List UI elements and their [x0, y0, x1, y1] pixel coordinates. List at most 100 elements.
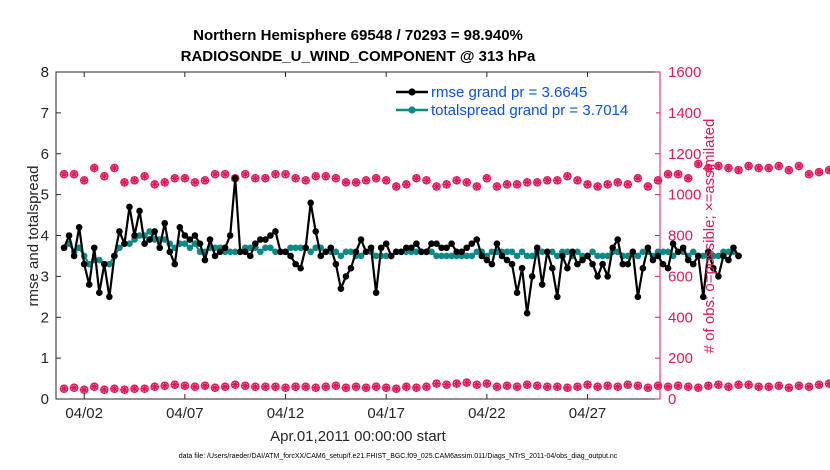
y-tick-label-right: 400	[668, 309, 693, 326]
rmse-point	[639, 264, 647, 272]
obs-assimilated-marker	[150, 382, 159, 391]
rmse-point	[357, 236, 365, 243]
obs-assimilated-marker	[402, 180, 411, 189]
obs-assimilated-marker	[130, 384, 139, 393]
totalspread-point	[262, 244, 269, 252]
totalspread-point	[267, 244, 274, 252]
totalspread-point	[715, 252, 722, 260]
totalspread-point	[382, 252, 390, 260]
totalspread-point	[503, 248, 511, 256]
obs-assimilated-marker	[69, 383, 79, 392]
obs-assimilated-marker	[371, 382, 381, 391]
obs-assimilated-marker	[341, 383, 351, 392]
rmse-point	[70, 252, 78, 260]
rmse-point	[65, 232, 73, 239]
rmse-point	[131, 232, 138, 239]
x-axis-label: Apr.01,2011 00:00:00 start	[270, 428, 447, 445]
obs-assimilated-marker	[321, 172, 330, 181]
obs-assimilated-marker	[694, 383, 703, 392]
rmse-point	[106, 293, 113, 301]
obs-assimilated-marker	[603, 180, 612, 189]
totalspread-point	[433, 252, 440, 260]
rmse-point	[367, 244, 375, 252]
rmse-point	[458, 248, 465, 256]
obs-assimilated-marker	[532, 381, 542, 390]
obs-assimilated-marker	[90, 163, 99, 173]
rmse-point	[428, 240, 435, 247]
obs-assimilated-marker	[59, 384, 69, 393]
totalspread-point	[548, 248, 556, 256]
obs-assimilated-marker	[271, 382, 280, 391]
obs-assimilated-marker	[79, 176, 89, 185]
rmse-point	[528, 273, 536, 280]
rmse-point	[488, 260, 496, 268]
totalspread-point	[287, 244, 294, 252]
totalspread-point	[116, 244, 123, 252]
totalspread-point	[292, 244, 299, 252]
rmse-point	[241, 248, 249, 256]
obs-assimilated-marker	[482, 379, 492, 388]
obs-assimilated-marker	[301, 176, 310, 185]
rmse-point	[186, 236, 194, 243]
totalspread-point	[106, 260, 113, 268]
obs-assimilated-marker	[422, 176, 431, 185]
totalspread-point	[372, 252, 380, 260]
totalspread-point	[297, 244, 304, 252]
rmse-point	[382, 240, 390, 247]
rmse-point	[387, 252, 395, 260]
rmse-point	[694, 252, 702, 260]
obs-assimilated-marker	[79, 385, 89, 395]
rmse-point	[176, 224, 184, 231]
obs-assimilated-marker	[452, 379, 461, 388]
obs-assimilated-marker	[291, 382, 300, 391]
obs-assimilated-marker	[331, 381, 341, 390]
obs-assimilated-marker	[593, 382, 602, 391]
obs-assimilated-marker	[261, 382, 270, 391]
y-tick-label: 2	[41, 309, 49, 326]
obs-assimilated-marker	[794, 161, 804, 171]
obs-assimilated-marker	[714, 161, 723, 171]
obs-assimilated-marker	[502, 381, 512, 390]
rmse-point	[156, 244, 163, 252]
totalspread-point	[634, 252, 642, 260]
rmse-point	[689, 260, 697, 268]
obs-assimilated-marker	[724, 382, 733, 391]
totalspread-point	[528, 252, 536, 260]
rmse-point	[599, 260, 606, 268]
rmse-point	[337, 285, 345, 292]
rmse-point	[287, 252, 294, 260]
obs-assimilated-marker	[180, 381, 190, 390]
obs-assimilated-marker	[683, 174, 693, 183]
obs-assimilated-marker	[643, 383, 653, 392]
rmse-point	[297, 264, 304, 272]
totalspread-point	[554, 252, 561, 260]
y-tick-label: 8	[41, 64, 49, 81]
totalspread-point	[191, 240, 199, 247]
x-tick-label: 04/22	[468, 405, 506, 422]
y-tick-label: 4	[41, 228, 49, 245]
obs-assimilated-marker	[774, 381, 783, 390]
obs-assimilated-marker	[794, 381, 804, 390]
totalspread-point	[272, 248, 279, 256]
obs-assimilated-marker	[492, 182, 502, 191]
x-tick-label: 04/07	[166, 405, 204, 422]
y-tick-label-right: 1200	[668, 146, 701, 163]
totalspread-point	[564, 248, 571, 256]
y-tick-label: 6	[41, 146, 49, 163]
rmse-point	[523, 309, 531, 317]
obs-assimilated-marker	[190, 178, 200, 187]
obs-assimilated-marker	[100, 172, 109, 181]
obs-assimilated-marker	[422, 382, 431, 391]
rmse-point	[362, 248, 370, 256]
totalspread-point	[337, 252, 345, 260]
totalspread-point	[604, 252, 611, 260]
obs-assimilated-marker	[200, 176, 210, 185]
obs-assimilated-marker	[593, 182, 602, 191]
y-tick-label-right: 800	[668, 228, 693, 245]
obs-assimilated-marker	[281, 383, 290, 392]
rmse-point	[101, 260, 108, 268]
totalspread-point	[136, 232, 143, 239]
obs-assimilated-marker	[160, 381, 169, 390]
rmse-point	[503, 256, 511, 264]
obs-assimilated-marker	[361, 383, 371, 392]
